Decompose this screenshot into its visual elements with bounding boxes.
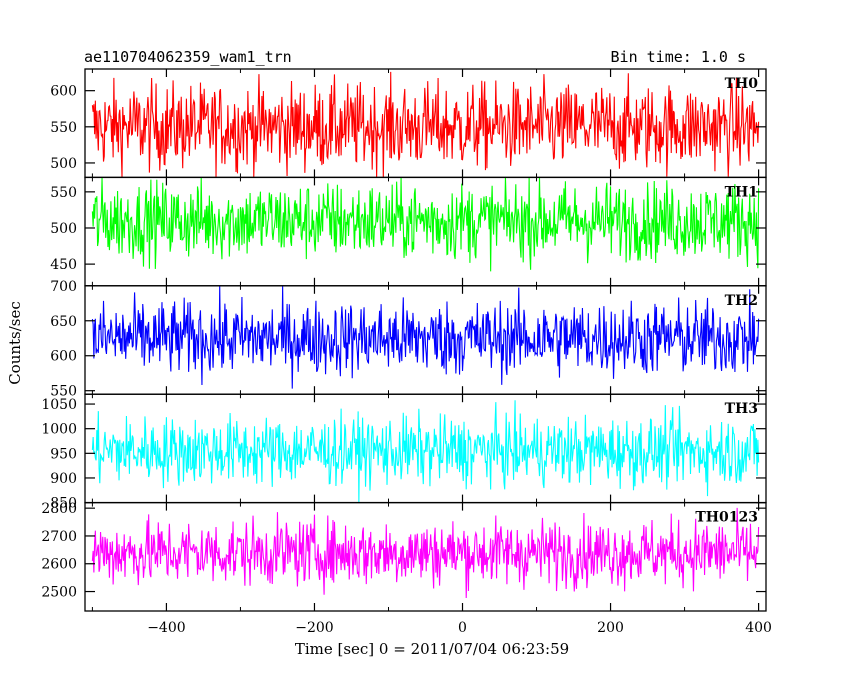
- y-tick-label: 500: [50, 221, 77, 237]
- panel-label-th0123: TH0123: [695, 510, 758, 526]
- y-tick-label: 1000: [41, 422, 77, 438]
- x-tick-label: 0: [458, 620, 467, 636]
- panels-group: 500 550 600 TH0 450 500 550 TH1 550 600 650 700 TH2 8…: [41, 68, 772, 636]
- y-tick-label: 450: [50, 257, 77, 273]
- panel-frame: [84, 501, 767, 612]
- x-axis-label: Time [sec] 0 = 2011/07/04 06:23:59: [295, 640, 569, 658]
- y-tick-label: 600: [50, 349, 77, 365]
- panel-label-th2: TH2: [725, 293, 758, 309]
- x-tick-label: −400: [147, 620, 185, 636]
- series-line-th0123: [91, 507, 760, 598]
- y-tick-label: 550: [50, 120, 77, 136]
- y-tick-label: 2500: [41, 585, 77, 601]
- y-tick-label: 2600: [41, 557, 77, 573]
- y-tick-label: 1050: [41, 397, 77, 413]
- y-tick-label: 2800: [41, 501, 77, 517]
- panel-label-th0: TH0: [725, 76, 759, 92]
- y-tick-label: 700: [50, 279, 77, 295]
- series-line-th0: [91, 71, 760, 178]
- panel-label-th3: TH3: [725, 401, 758, 417]
- series-line-th3: [91, 400, 760, 503]
- x-tick-label: −200: [295, 620, 333, 636]
- series-line-th1: [91, 177, 760, 272]
- x-tick-label: 400: [745, 620, 772, 636]
- y-tick-label: 600: [50, 84, 77, 100]
- y-axis-label: Counts/sec: [6, 301, 24, 385]
- y-tick-label: 900: [50, 471, 77, 487]
- y-tick-label: 850: [50, 496, 77, 512]
- y-tick-label: 950: [50, 446, 77, 462]
- x-tick-label: 200: [597, 620, 624, 636]
- y-tick-label: 500: [50, 156, 77, 172]
- panel-label-th1: TH1: [725, 184, 758, 200]
- y-tick-label: 550: [50, 185, 77, 201]
- chart-title: ae110704062359_wam1_trn: [84, 48, 292, 66]
- y-tick-label: 550: [50, 384, 77, 400]
- y-tick-label: 650: [50, 314, 77, 330]
- y-tick-label: 2700: [41, 529, 77, 545]
- series-line-th2: [91, 285, 760, 389]
- bin-time-label: Bin time: 1.0 s: [611, 48, 746, 66]
